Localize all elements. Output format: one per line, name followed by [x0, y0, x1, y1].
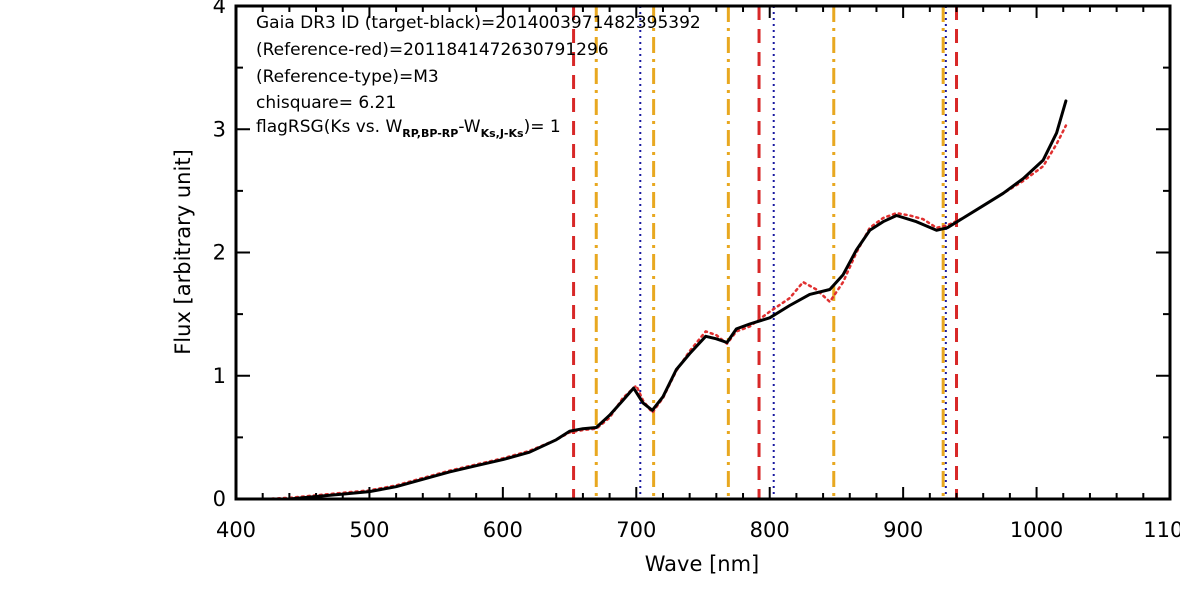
annotation-block: Gaia DR3 ID (target-black)=2014003971482…: [256, 13, 701, 140]
y-tick-label: 0: [213, 487, 226, 511]
x-tick-label: 700: [616, 518, 656, 542]
flag-text-end: )= 1: [524, 117, 561, 137]
annotation-reference-type: (Reference-type)=M3: [256, 67, 439, 87]
series-reference-red: [249, 124, 1068, 499]
series-layer: [246, 99, 1068, 499]
y-tick-label: 4: [213, 0, 226, 18]
x-tick-label: 600: [483, 518, 523, 542]
flag-text-start: flagRSG(Ks vs. W: [256, 117, 402, 137]
x-tick-label: 800: [750, 518, 790, 542]
x-axis-title: Wave [nm]: [645, 552, 759, 576]
y-tick-label: 3: [213, 117, 226, 141]
annotation-reference-id: (Reference-red)=2011841472630791296: [256, 40, 609, 60]
flag-text-mid: -W: [458, 117, 480, 137]
series-target-black: [246, 99, 1068, 499]
x-tick-label: 400: [216, 518, 256, 542]
x-tick-label: 900: [883, 518, 923, 542]
x-tick-label: 1000: [1010, 518, 1063, 542]
y-tick-label: 2: [213, 241, 226, 265]
y-tick-labels: 0 1 2 3 4: [213, 0, 226, 511]
annotation-gaia-id: Gaia DR3 ID (target-black)=2014003971482…: [256, 13, 701, 33]
annotation-chisquare: chisquare= 6.21: [256, 93, 396, 113]
annotation-flag-rsg: flagRSG(Ks vs. WRP,BP-RP-WKs,J-Ks)= 1: [256, 117, 561, 140]
y-tick-label: 1: [213, 364, 226, 388]
x-tick-label: 500: [349, 518, 389, 542]
flag-subscript-2: Ks,J-Ks: [481, 127, 524, 140]
y-axis-title: Flux [arbitrary unit]: [171, 149, 195, 355]
axis-ticks: [235, 5, 1171, 500]
flag-subscript-1: RP,BP-RP: [402, 127, 458, 140]
reference-lines: [572, 6, 959, 499]
